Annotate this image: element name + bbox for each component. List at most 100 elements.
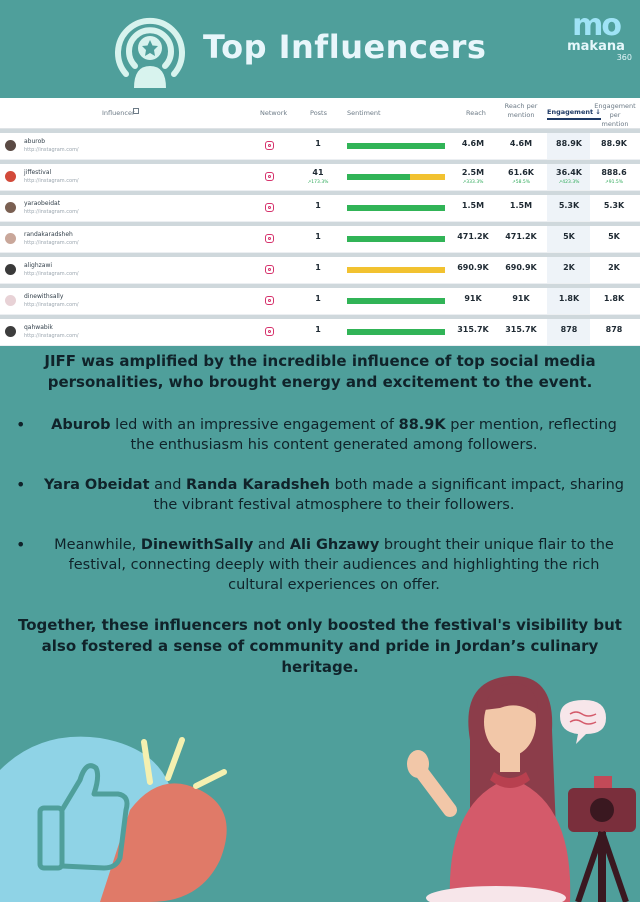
avatar (5, 140, 16, 151)
highlight-yara-randa: Yara Obeidat and Randa Karadsheh both ma… (14, 475, 626, 515)
summary-text: JIFF was amplified by the incredible inf… (14, 351, 626, 678)
engagement-highlight (547, 319, 590, 345)
influencer-link[interactable]: http://instagram.com/ (24, 147, 79, 153)
engagement-per-mention-value: 5K (608, 232, 620, 241)
col-posts[interactable]: Posts (310, 109, 327, 117)
influencer-name[interactable]: jiffestival (24, 169, 52, 176)
export-icon[interactable] (133, 108, 139, 114)
avatar (5, 326, 16, 337)
sentiment-bar (347, 329, 445, 335)
reach-value: 315.7K (457, 325, 489, 334)
table-row[interactable]: jiffestival http://instagram.com/41 ↗173.3… (0, 164, 640, 191)
row-spacer (0, 284, 640, 288)
engagement-per-mention-value: 878 (605, 325, 623, 334)
header: Top Influencers mo makana 360 (0, 0, 640, 96)
influencer-link[interactable]: http://instagram.com/ (24, 271, 79, 277)
influencer-name[interactable]: aburob (24, 138, 46, 145)
engagement-value: 878 (560, 325, 578, 334)
engagement-value: 36.4K (556, 168, 582, 177)
avatar (5, 264, 16, 275)
name-randa: Randa Karadsheh (186, 477, 330, 493)
avatar (5, 233, 16, 244)
col-reach-per-mention[interactable]: Reach per mention (503, 102, 539, 120)
col-reach[interactable]: Reach (466, 109, 486, 117)
value-88k: 88.9K (398, 417, 446, 433)
influencer-link[interactable]: http://instagram.com/ (24, 302, 79, 308)
influencer-name[interactable]: dinewithsally (24, 293, 64, 300)
col-eng-per-mention-line2: mention (601, 120, 629, 128)
engagement-value: 1.8K (558, 294, 580, 303)
engagement-per-mention-value: 2K (608, 263, 620, 272)
row-spacer (0, 222, 640, 226)
influencer-link[interactable]: http://instagram.com/ (24, 178, 79, 184)
posts-value: 1 (315, 325, 321, 334)
reach-value-delta: ↗333.3% (462, 180, 484, 185)
col-network[interactable]: Network (260, 109, 288, 117)
avatar (5, 295, 16, 306)
text-b3-pre: Meanwhile, (54, 537, 141, 553)
sentiment-positive (347, 329, 445, 335)
reach-per-mention-value: 91K (512, 294, 530, 303)
sentiment-neutral (410, 174, 445, 180)
influencer-name[interactable]: qahwabik (24, 324, 53, 331)
illustration (0, 675, 636, 902)
engagement-value: 88.9K (556, 139, 582, 148)
text-b1a: led with an impressive engagement of (110, 417, 399, 433)
table-row[interactable]: randakaradsheh http://instagram.com/1 471.… (0, 226, 640, 253)
text-b2-rest: both made a significant impact, sharing … (153, 477, 624, 513)
influencer-name[interactable]: yaraobeidat (24, 200, 61, 207)
sentiment-bar (347, 205, 445, 211)
sentiment-positive (347, 298, 445, 304)
brand-name: makana (567, 39, 625, 54)
influencer-name[interactable]: alighzawi (24, 262, 53, 269)
text-b1b: per mention, reflecting the enthusiasm h… (130, 417, 617, 453)
engagement-value-delta: ↗423.3% (558, 180, 580, 185)
col-engagement[interactable]: Engagement ↓ (547, 108, 601, 120)
influencer-link[interactable]: http://instagram.com/ (24, 333, 79, 339)
instagram-icon (265, 327, 274, 336)
text-b2-and: and (149, 477, 187, 493)
highlight-aburob: Aburob led with an impressive engagement… (14, 415, 626, 455)
posts-value: 1 (315, 201, 321, 210)
outro-paragraph: Together, these influencers not only boo… (18, 616, 622, 676)
row-spacer (0, 129, 640, 133)
influencer-table: Influencer Network Posts Sentiment Reach… (0, 98, 640, 346)
reach-value: 1.5M (461, 201, 485, 210)
engagement-value: 2K (563, 263, 575, 272)
influencer-link[interactable]: http://instagram.com/ (24, 209, 79, 215)
influencer-link[interactable]: http://instagram.com/ (24, 240, 79, 246)
table-row[interactable]: yaraobeidat http://instagram.com/1 1.5M 1.5… (0, 195, 640, 222)
instagram-icon (265, 234, 274, 243)
row-spacer (0, 191, 640, 195)
table-row[interactable]: aburob http://instagram.com/1 4.6M 4.6M 88.9… (0, 133, 640, 160)
table-body: aburob http://instagram.com/1 4.6M 4.6M 88.9… (0, 129, 640, 346)
woman-waving-with-camera-icon (407, 675, 636, 902)
name-ali: Ali Ghzawy (289, 537, 380, 553)
influencer-name[interactable]: randakaradsheh (24, 231, 73, 238)
sentiment-bar (347, 143, 445, 149)
instagram-icon (265, 203, 274, 212)
table-row[interactable]: alighzawi http://instagram.com/1 690.9K 690… (0, 257, 640, 284)
reach-value: 91K (464, 294, 482, 303)
posts-value: 1 (315, 294, 321, 303)
col-engagement-per-mention[interactable]: Engagement per mention (590, 102, 640, 129)
reach-value: 4.6M (461, 139, 485, 148)
col-sentiment[interactable]: Sentiment (347, 109, 381, 117)
engagement-per-mention-value: 888.6 (601, 168, 627, 177)
page-title: Top Influencers (203, 28, 487, 66)
brand-logo: mo makana 360 (560, 11, 632, 62)
posts-value: 1 (315, 232, 321, 241)
avatar (5, 202, 16, 213)
sentiment-positive (347, 174, 410, 180)
podcast-star-icon (115, 17, 185, 88)
table-row[interactable]: qahwabik http://instagram.com/1 315.7K 315.… (0, 319, 640, 346)
table-row[interactable]: dinewithsally http://instagram.com/1 91K 91… (0, 288, 640, 315)
posts-value: 1 (315, 263, 321, 272)
posts-value: 41 (312, 168, 324, 177)
instagram-icon (265, 296, 274, 305)
posts-value-delta: ↗173.3% (307, 180, 329, 185)
engagement-value: 5.3K (558, 201, 580, 210)
col-influencer[interactable]: Influencer (102, 109, 135, 117)
col-reach-per-mention-line2: mention (507, 111, 535, 119)
name-yara: Yara Obeidat (43, 477, 150, 493)
